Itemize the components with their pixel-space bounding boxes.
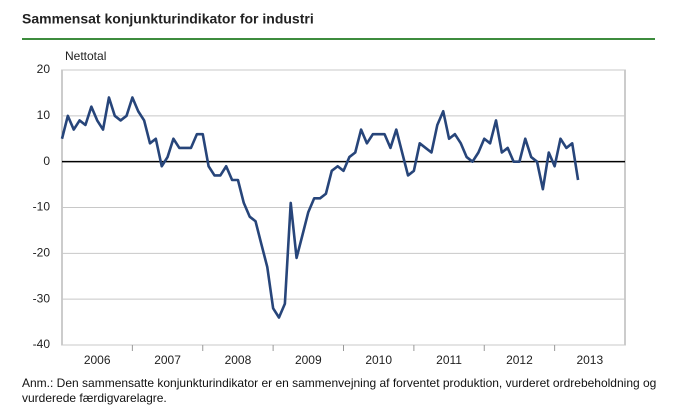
x-tick-label: 2009 xyxy=(295,353,322,367)
x-tick-label: 2006 xyxy=(84,353,111,367)
x-tick-label: 2007 xyxy=(154,353,181,367)
y-tick-label: -20 xyxy=(33,246,51,260)
x-tick-label: 2012 xyxy=(506,353,533,367)
x-tick-label: 2011 xyxy=(436,353,462,367)
y-tick-label: -40 xyxy=(33,337,51,351)
y-axis-label: Nettotal xyxy=(65,49,106,63)
x-tick-label: 2013 xyxy=(576,353,603,367)
x-tick-label: 2010 xyxy=(365,353,392,367)
y-tick-label: 20 xyxy=(37,62,51,76)
plot-area: -40 -30 -20 -10 0 10 20 2006 2007 2008 2009 2010 201… xyxy=(33,62,626,367)
x-tick-label: 2008 xyxy=(225,353,252,367)
y-tick-label: -10 xyxy=(33,200,51,214)
y-tick-label: 0 xyxy=(43,154,50,168)
chart: Sammensat konjunkturindikator for indust… xyxy=(22,11,655,367)
data-line xyxy=(60,96,580,319)
y-tick-label: 10 xyxy=(37,108,51,122)
chart-title: Sammensat konjunkturindikator for indust… xyxy=(22,11,314,27)
y-tick-label: -30 xyxy=(33,291,51,305)
footnote: Anm.: Den sammensatte konjunkturindikato… xyxy=(22,376,657,405)
